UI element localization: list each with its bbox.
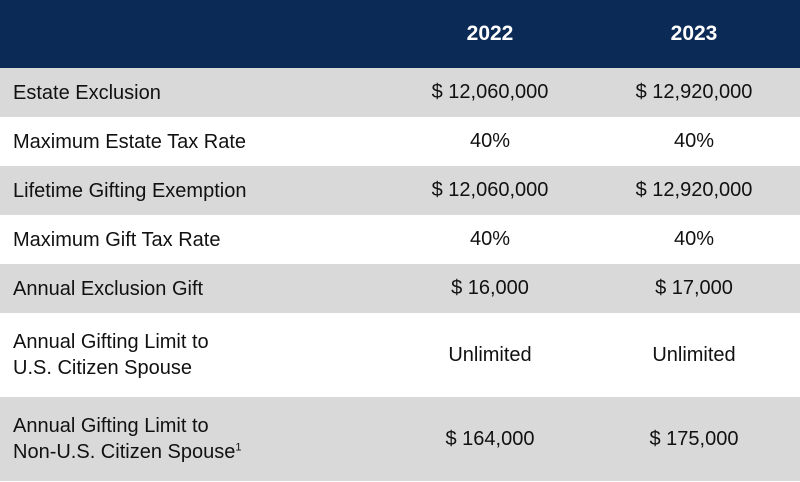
value-2022: 40% (392, 117, 588, 166)
value-2023: $ 12,920,000 (588, 166, 800, 215)
table-row: Maximum Gift Tax Rate 40% 40% (0, 215, 800, 264)
table-row: Annual Gifting Limit to U.S. Citizen Spo… (0, 313, 800, 397)
table-row: Annual Gifting Limit to Non-U.S. Citizen… (0, 397, 800, 481)
row-label: Maximum Estate Tax Rate (0, 117, 392, 166)
value-2022: 40% (392, 215, 588, 264)
value-2022: $ 12,060,000 (392, 68, 588, 117)
footnote-marker: 1 (235, 441, 242, 454)
value-2023: $ 12,920,000 (588, 68, 800, 117)
value-2022: $ 164,000 (392, 397, 588, 481)
row-label: Annual Gifting Limit to U.S. Citizen Spo… (0, 313, 392, 397)
row-label: Estate Exclusion (0, 68, 392, 117)
row-label: Lifetime Gifting Exemption (0, 166, 392, 215)
table-row: Annual Exclusion Gift $ 16,000 $ 17,000 (0, 264, 800, 313)
header-year-2022: 2022 (392, 0, 588, 68)
value-2022: $ 16,000 (392, 264, 588, 313)
value-2022: Unlimited (392, 313, 588, 397)
value-2023: $ 175,000 (588, 397, 800, 481)
value-2023: 40% (588, 117, 800, 166)
table-row: Lifetime Gifting Exemption $ 12,060,000 … (0, 166, 800, 215)
value-2022: $ 12,060,000 (392, 166, 588, 215)
row-label: Annual Gifting Limit to Non-U.S. Citizen… (0, 397, 392, 481)
table-row: Maximum Estate Tax Rate 40% 40% (0, 117, 800, 166)
value-2023: Unlimited (588, 313, 800, 397)
row-label: Annual Exclusion Gift (0, 264, 392, 313)
header-row: 2022 2023 (0, 0, 800, 68)
table-row: Estate Exclusion $ 12,060,000 $ 12,920,0… (0, 68, 800, 117)
row-label: Maximum Gift Tax Rate (0, 215, 392, 264)
value-2023: 40% (588, 215, 800, 264)
header-label-cell (0, 0, 392, 68)
header-year-2023: 2023 (588, 0, 800, 68)
value-2023: $ 17,000 (588, 264, 800, 313)
